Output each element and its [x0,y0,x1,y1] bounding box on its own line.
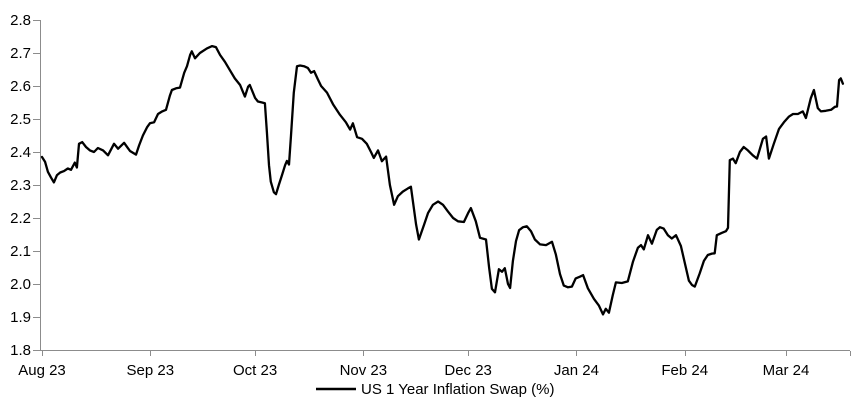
y-tick-label: 2.0 [10,276,31,293]
y-tick-label: 2.3 [10,177,31,194]
x-tick-label: Sep 23 [127,362,175,379]
y-tick-label: 2.4 [10,144,31,161]
x-tick-label: Mar 24 [763,362,810,379]
y-tick-label: 2.1 [10,243,31,260]
x-tick-label: Oct 23 [233,362,277,379]
x-axis: Aug 23 Sep 23 Oct 23 Nov 23 Dec 23 Jan 24 Feb … [18,350,851,379]
legend-label: US 1 Year Inflation Swap (%) [361,381,554,398]
x-tick-label: Jan 24 [554,362,599,379]
y-tick-label: 2.5 [10,111,31,128]
y-tick-label: 1.9 [10,309,31,326]
y-tick-label: 2.8 [10,12,31,29]
y-tick-label: 2.6 [10,78,31,95]
x-tick-label: Dec 23 [444,362,492,379]
y-tick-label: 1.8 [10,342,31,359]
legend: US 1 Year Inflation Swap (%) [316,381,554,398]
y-tick-label: 2.2 [10,210,31,227]
x-tick-label: Nov 23 [340,362,388,379]
x-tick-label: Aug 23 [18,362,66,379]
x-tick-label: Feb 24 [661,362,708,379]
y-tick-label: 2.7 [10,45,31,62]
series-line [40,44,845,316]
y-axis: 1.8 1.9 2.0 2.1 2.2 2.3 2.4 2.5 2.6 2.7 2.8 [10,12,41,359]
